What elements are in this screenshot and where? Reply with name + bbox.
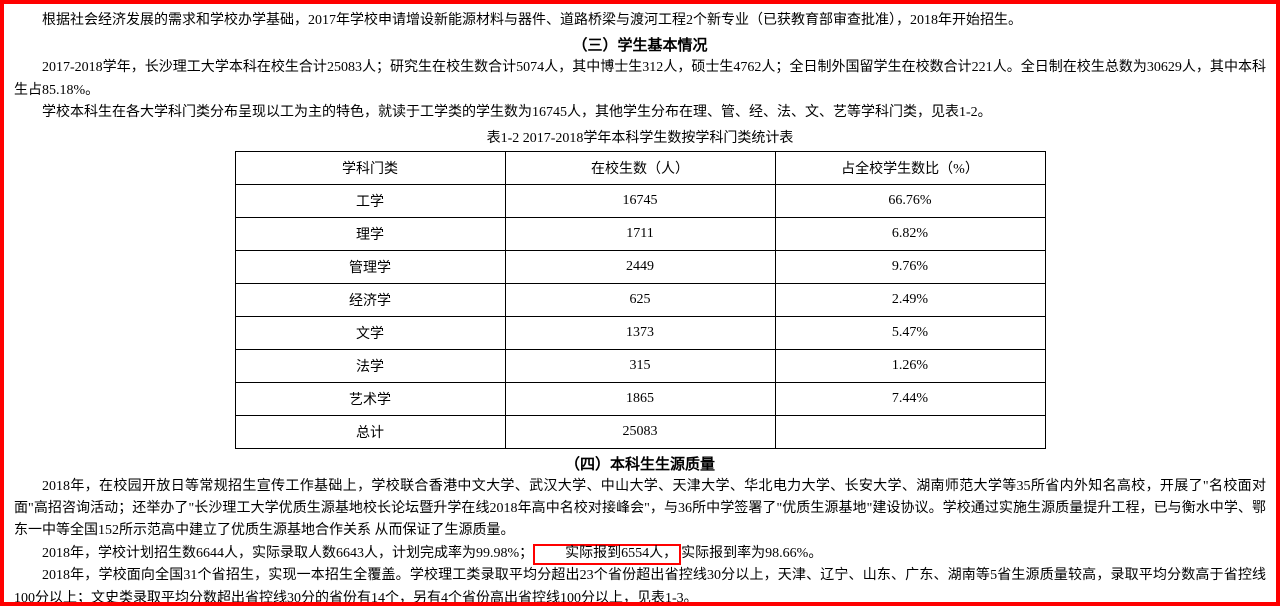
section-4-title: （四）本科生生源质量 — [14, 453, 1266, 474]
table-cell: 工学 — [235, 184, 505, 217]
table-cell: 9.76% — [775, 250, 1045, 283]
section-3-paragraph-1: 2017-2018学年，长沙理工大学本科在校生合计25083人；研究生在校生数合… — [14, 57, 1266, 102]
document-page: 根据社会经济发展的需求和学校办学基础，2017年学校申请增设新能源材料与器件、道… — [0, 0, 1280, 606]
section-3-title: （三）学生基本情况 — [14, 34, 1266, 55]
table-caption: 表1-2 2017-2018学年本科学生数按学科门类统计表 — [14, 127, 1266, 147]
table-row-total: 总计 25083 — [235, 415, 1045, 448]
discipline-table: 学科门类 在校生数（人） 占全校学生数比（%） 工学 16745 66.76% … — [235, 151, 1046, 449]
table-cell: 2449 — [505, 250, 775, 283]
table-cell: 6.82% — [775, 217, 1045, 250]
intro-paragraph: 根据社会经济发展的需求和学校办学基础，2017年学校申请增设新能源材料与器件、道… — [14, 10, 1266, 32]
highlight-reported-count: 实际报到6554人， — [533, 544, 681, 565]
table-header-cell: 在校生数（人） — [505, 151, 775, 184]
section-4-paragraph-3: 2018年，学校面向全国31个省招生，实现一本招生全覆盖。学校理工类录取平均分超… — [14, 565, 1266, 606]
table-cell: 法学 — [235, 349, 505, 382]
table-row: 工学 16745 66.76% — [235, 184, 1045, 217]
table-cell — [775, 415, 1045, 448]
table-cell: 1.26% — [775, 349, 1045, 382]
table-cell: 5.47% — [775, 316, 1045, 349]
table-row: 文学 1373 5.47% — [235, 316, 1045, 349]
table-header-cell: 学科门类 — [235, 151, 505, 184]
table-row: 管理学 2449 9.76% — [235, 250, 1045, 283]
table-cell: 1711 — [505, 217, 775, 250]
table-cell: 25083 — [505, 415, 775, 448]
table-row: 经济学 625 2.49% — [235, 283, 1045, 316]
table-cell: 总计 — [235, 415, 505, 448]
table-cell: 315 — [505, 349, 775, 382]
table-row: 艺术学 1865 7.44% — [235, 382, 1045, 415]
section-4-paragraph-2: 2018年，学校计划招生数6644人，实际录取人数6643人，计划完成率为99.… — [14, 543, 1266, 565]
table-header-row: 学科门类 在校生数（人） 占全校学生数比（%） — [235, 151, 1045, 184]
table-cell: 625 — [505, 283, 775, 316]
table-cell: 经济学 — [235, 283, 505, 316]
table-row: 法学 315 1.26% — [235, 349, 1045, 382]
table-cell: 16745 — [505, 184, 775, 217]
table-cell: 管理学 — [235, 250, 505, 283]
table-cell: 艺术学 — [235, 382, 505, 415]
table-header-cell: 占全校学生数比（%） — [775, 151, 1045, 184]
p2-after: 实际报到率为98.66%。 — [681, 546, 822, 561]
table-cell: 1373 — [505, 316, 775, 349]
table-cell: 1865 — [505, 382, 775, 415]
table-row: 理学 1711 6.82% — [235, 217, 1045, 250]
table-cell: 文学 — [235, 316, 505, 349]
section-3-paragraph-2: 学校本科生在各大学科门类分布呈现以工为主的特色，就读于工学类的学生数为16745… — [14, 102, 1266, 124]
table-cell: 理学 — [235, 217, 505, 250]
table-cell: 66.76% — [775, 184, 1045, 217]
section-4-paragraph-1: 2018年，在校园开放日等常规招生宣传工作基础上，学校联合香港中文大学、武汉大学… — [14, 476, 1266, 543]
p2-before: 2018年，学校计划招生数6644人，实际录取人数6643人，计划完成率为99.… — [42, 546, 533, 561]
table-cell: 7.44% — [775, 382, 1045, 415]
table-cell: 2.49% — [775, 283, 1045, 316]
